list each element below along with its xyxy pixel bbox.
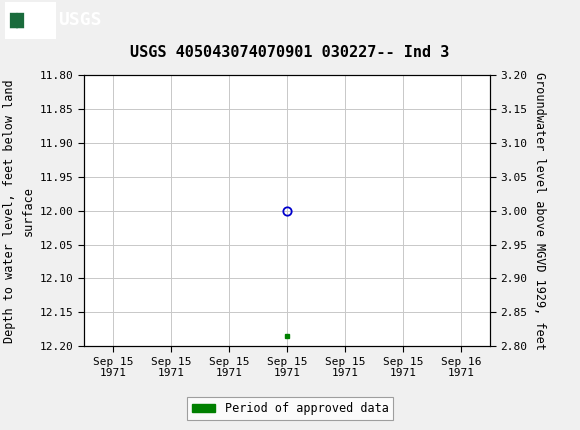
Y-axis label: Groundwater level above MGVD 1929, feet: Groundwater level above MGVD 1929, feet	[533, 72, 546, 350]
Y-axis label: Depth to water level, feet below land
surface: Depth to water level, feet below land su…	[3, 79, 34, 343]
Legend: Period of approved data: Period of approved data	[187, 397, 393, 420]
Text: USGS: USGS	[58, 12, 102, 29]
Text: USGS 405043074070901 030227-- Ind 3: USGS 405043074070901 030227-- Ind 3	[130, 45, 450, 60]
Text: ██: ██	[9, 13, 24, 28]
Bar	[6, 3, 55, 37]
